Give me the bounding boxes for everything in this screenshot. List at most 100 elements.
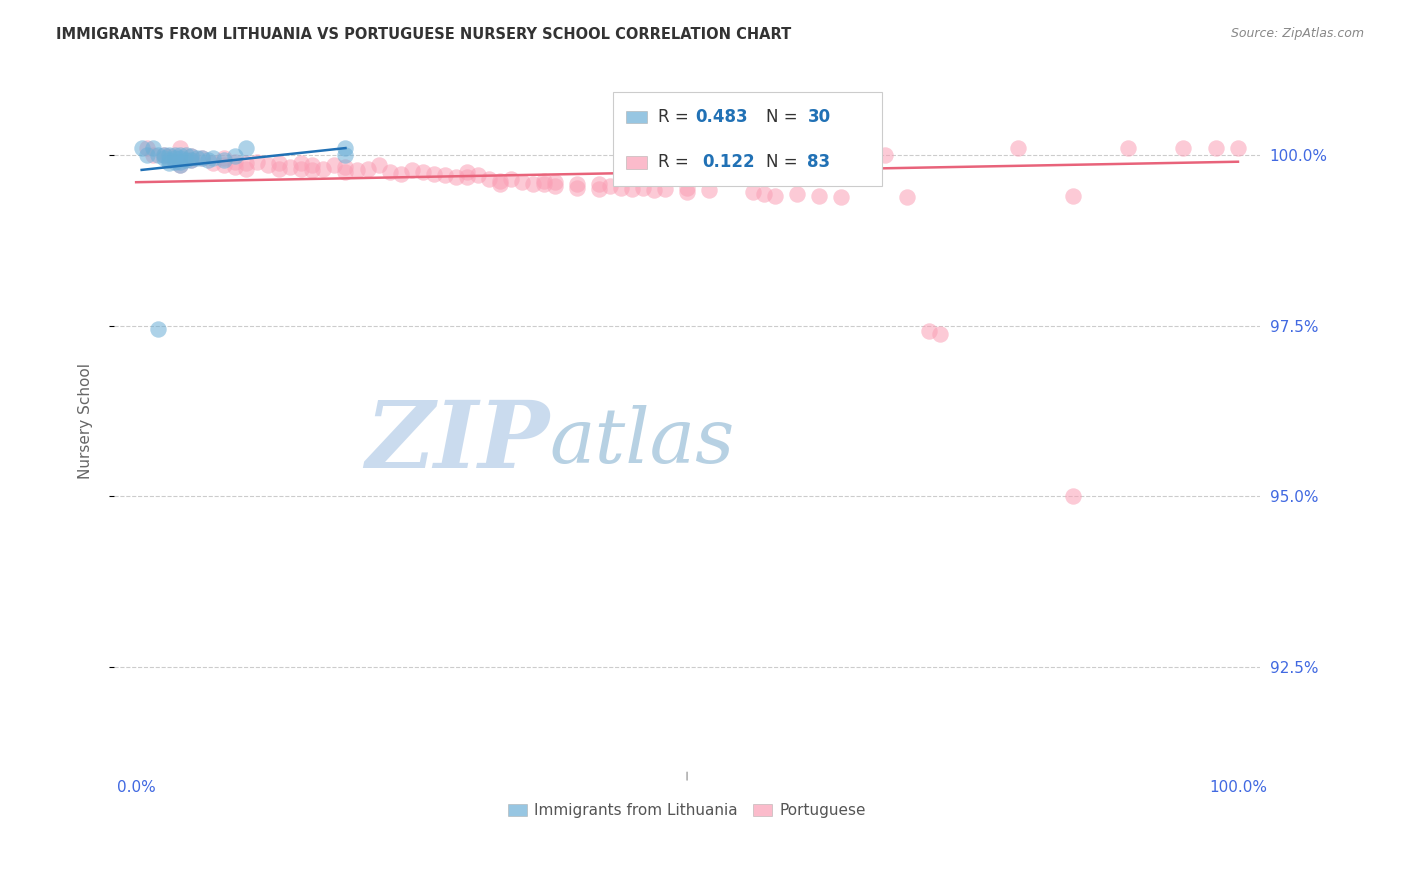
Point — [1062, 189, 1084, 203]
Point — [488, 177, 510, 191]
Point — [522, 177, 544, 191]
Point — [533, 177, 555, 191]
Point — [742, 186, 765, 200]
Point — [148, 322, 170, 336]
Point — [224, 160, 246, 174]
Point — [180, 153, 202, 168]
Point — [456, 169, 478, 184]
Point — [131, 141, 153, 155]
Point — [312, 161, 335, 176]
FancyBboxPatch shape — [613, 92, 882, 186]
Point — [467, 169, 489, 183]
Point — [180, 149, 202, 163]
Point — [488, 174, 510, 188]
Point — [499, 171, 522, 186]
Point — [830, 190, 852, 204]
Point — [620, 182, 643, 196]
Point — [290, 156, 312, 170]
Point — [180, 153, 202, 168]
Point — [152, 151, 174, 165]
Point — [763, 189, 786, 203]
Point — [191, 151, 214, 165]
Text: 83: 83 — [807, 153, 831, 171]
Point — [786, 187, 808, 202]
Point — [565, 177, 588, 191]
Point — [269, 156, 291, 170]
Text: Source: ZipAtlas.com: Source: ZipAtlas.com — [1230, 27, 1364, 40]
Point — [224, 154, 246, 169]
Point — [224, 149, 246, 163]
Point — [163, 151, 186, 165]
Point — [301, 162, 323, 177]
Point — [214, 153, 236, 167]
Point — [918, 324, 941, 338]
Point — [929, 326, 952, 341]
Point — [290, 161, 312, 176]
Point — [588, 182, 610, 196]
Point — [157, 149, 180, 163]
Point — [896, 190, 918, 204]
Y-axis label: Nursery School: Nursery School — [79, 363, 93, 479]
Point — [676, 186, 699, 200]
Point — [169, 158, 191, 172]
Point — [378, 165, 401, 179]
Point — [269, 161, 291, 176]
Point — [257, 158, 280, 172]
Point — [142, 148, 165, 162]
Point — [235, 156, 257, 170]
Point — [335, 148, 357, 162]
Point — [169, 154, 191, 169]
Point — [157, 153, 180, 167]
Point — [335, 160, 357, 174]
Text: R =: R = — [658, 153, 700, 171]
Point — [401, 162, 423, 177]
Point — [148, 148, 170, 162]
Point — [136, 148, 159, 162]
Point — [544, 175, 567, 189]
Point — [163, 148, 186, 162]
Point — [335, 141, 357, 155]
Text: 0.483: 0.483 — [695, 108, 748, 126]
Point — [367, 158, 389, 172]
Text: atlas: atlas — [550, 405, 735, 479]
Point — [169, 141, 191, 155]
Point — [214, 158, 236, 172]
Point — [356, 161, 378, 176]
Point — [565, 180, 588, 194]
Point — [186, 151, 208, 165]
Text: N =: N = — [766, 153, 803, 171]
Point — [169, 148, 191, 162]
Point — [808, 189, 831, 203]
Point — [152, 148, 174, 162]
Point — [676, 180, 699, 194]
Point — [610, 180, 633, 194]
Point — [191, 151, 214, 165]
Point — [174, 153, 197, 167]
Point — [654, 182, 676, 196]
Point — [1062, 489, 1084, 503]
Point — [202, 156, 225, 170]
Text: 30: 30 — [807, 108, 831, 126]
Point — [389, 167, 412, 181]
Text: N =: N = — [766, 108, 803, 126]
Point — [588, 177, 610, 191]
Point — [433, 169, 456, 183]
Point — [180, 149, 202, 163]
Point — [1205, 141, 1227, 155]
Point — [754, 187, 776, 202]
Point — [1171, 141, 1194, 155]
Point — [335, 165, 357, 179]
Point — [599, 178, 621, 193]
Point — [169, 151, 191, 165]
Point — [197, 153, 219, 167]
FancyBboxPatch shape — [626, 111, 647, 123]
Point — [412, 165, 434, 179]
Point — [1007, 141, 1029, 155]
Point — [456, 165, 478, 179]
Point — [533, 174, 555, 188]
FancyBboxPatch shape — [626, 156, 647, 169]
Point — [301, 158, 323, 172]
Point — [152, 148, 174, 162]
Point — [1226, 141, 1249, 155]
Point — [478, 171, 501, 186]
